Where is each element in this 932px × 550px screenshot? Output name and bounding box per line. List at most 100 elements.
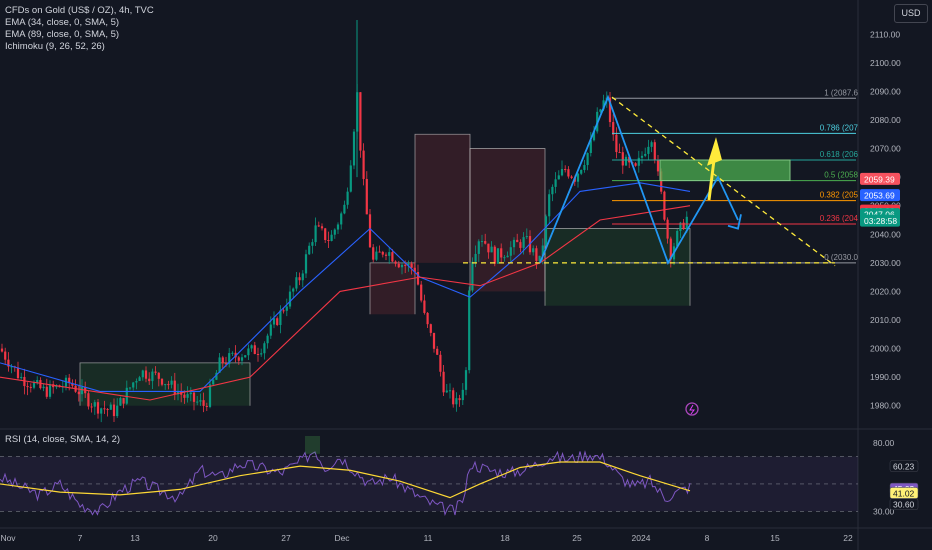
candle-body	[679, 222, 682, 231]
candle-body	[477, 241, 480, 254]
candle-body	[304, 254, 308, 274]
candle-body	[292, 288, 295, 292]
ema89-legend[interactable]: EMA (89, close, 0, SMA, 5)	[5, 29, 120, 40]
candle-body	[7, 359, 10, 367]
candle-body	[480, 241, 484, 243]
candle-body	[544, 216, 548, 246]
candle-body	[311, 242, 314, 246]
time-tick-label: 18	[500, 533, 510, 543]
candle-body	[173, 380, 176, 395]
candle-body	[618, 152, 621, 154]
candle-body	[660, 171, 663, 192]
ichimoku-cloud	[415, 134, 470, 263]
ichimoku-span-line	[79, 362, 251, 406]
candle-body	[285, 306, 288, 311]
candle-body	[487, 243, 490, 253]
candle-body	[493, 246, 496, 264]
price-badge-label: 03:28:58	[864, 216, 897, 226]
candle-body	[551, 186, 554, 195]
candle-body	[535, 248, 538, 261]
candle-body	[362, 150, 365, 179]
candle-body	[503, 257, 506, 259]
fib-level-label: 0.236 (204	[820, 214, 859, 223]
candle-body	[20, 376, 23, 379]
candle-body	[468, 290, 471, 371]
candle-body	[253, 345, 256, 355]
candle-body	[135, 381, 138, 383]
fib-level-label: 1 (2087.6	[824, 88, 858, 97]
candle-body	[109, 404, 112, 410]
rsi-legend[interactable]: RSI (14, close, SMA, 14, 2)	[5, 434, 121, 445]
time-tick-label: 13	[130, 533, 140, 543]
candle-body	[333, 229, 336, 235]
price-tick-label: 2070.00	[870, 144, 901, 154]
price-badge-label: 2059.39	[864, 174, 895, 184]
candle-body	[522, 237, 525, 248]
price-tick-label: 2020.00	[870, 286, 901, 296]
candle-body	[567, 169, 570, 177]
candle-body	[39, 380, 42, 389]
candle-body	[93, 402, 96, 407]
time-tick-label: 27	[281, 533, 291, 543]
candle-body	[160, 378, 164, 385]
candle-body	[282, 310, 285, 312]
candle-body	[471, 261, 474, 291]
candle-body	[26, 386, 29, 388]
candle-body	[266, 335, 269, 344]
time-tick-label: 25	[572, 533, 582, 543]
candle-body	[247, 348, 250, 356]
candle-body	[525, 236, 528, 238]
ichimoku-legend[interactable]: Ichimoku (9, 26, 52, 26)	[5, 41, 105, 52]
rsi-tick-label: 80.00	[873, 438, 895, 448]
candle-body	[509, 247, 512, 256]
price-tick-label: 2040.00	[870, 229, 901, 239]
ema89-line	[0, 205, 691, 401]
candle-body	[199, 400, 202, 402]
candle-body	[576, 173, 580, 182]
rsi-badge-label: 60.23	[893, 462, 915, 472]
candle-body	[346, 191, 349, 205]
price-badge	[860, 172, 900, 185]
candle-body	[384, 254, 388, 256]
candle-body	[29, 386, 32, 388]
candle-body	[205, 405, 208, 407]
candle-body	[256, 354, 260, 356]
candle-body	[128, 387, 132, 389]
candle-body	[103, 408, 106, 410]
price-tick-label: 2030.00	[870, 258, 901, 268]
candle-body	[327, 240, 330, 242]
candle-body	[176, 391, 180, 395]
candle-body	[429, 324, 432, 333]
time-tick-label: Nov	[0, 533, 16, 543]
price-tick-label: 1980.00	[870, 401, 901, 411]
time-tick-label: 8	[705, 533, 710, 543]
candle-body	[80, 387, 84, 395]
candle-body	[404, 264, 407, 266]
candle-body	[269, 324, 272, 336]
candle-body	[375, 251, 378, 260]
ichimoku-cloud	[470, 148, 545, 292]
candle-body	[532, 248, 535, 253]
candle-body	[317, 225, 320, 227]
candle-body	[148, 378, 151, 382]
candle-body	[164, 384, 167, 386]
candle-body	[452, 390, 455, 405]
ema34-legend[interactable]: EMA (34, close, 0, SMA, 5)	[5, 17, 120, 28]
candle-body	[445, 390, 448, 393]
candle-body	[554, 179, 557, 187]
candle-body	[378, 251, 381, 253]
time-tick-label: 11	[424, 533, 433, 543]
candle-body	[125, 387, 128, 404]
candle-body	[250, 345, 253, 349]
candle-body	[490, 246, 493, 253]
candle-body	[77, 391, 80, 395]
candle-body	[336, 224, 340, 230]
currency-button[interactable]: USD	[894, 4, 928, 23]
candle-body	[349, 165, 352, 192]
candle-body	[458, 398, 461, 401]
lightning-icon	[685, 402, 699, 416]
rsi-badge-label: 30.60	[893, 500, 915, 510]
candle-body	[516, 239, 519, 243]
candle-body	[301, 273, 304, 281]
